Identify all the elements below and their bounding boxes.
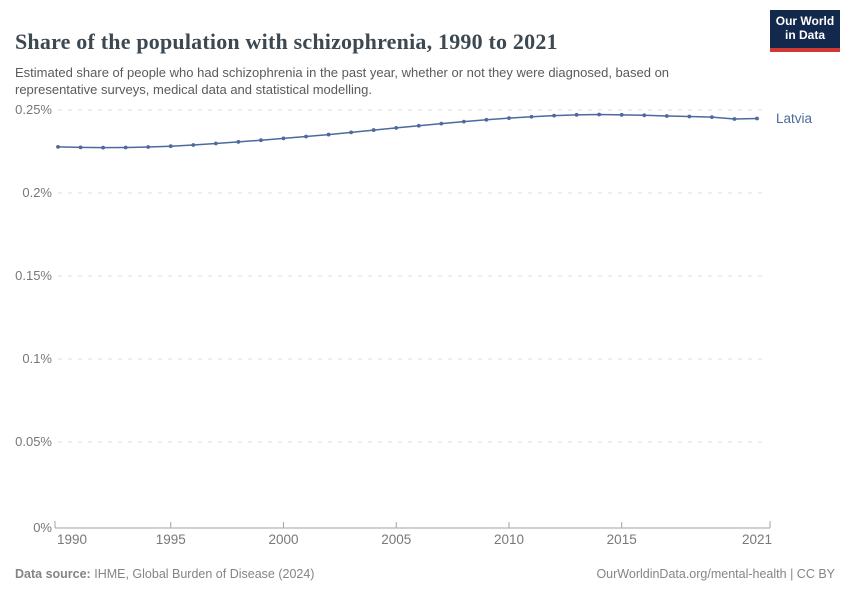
y-tick-label: 0%	[33, 520, 52, 535]
data-point	[619, 112, 624, 117]
data-point	[236, 139, 241, 144]
x-tick-label: 2015	[607, 532, 637, 547]
data-point	[529, 114, 534, 119]
data-point	[304, 134, 308, 139]
x-tick-label: 2000	[268, 532, 298, 547]
data-point	[416, 123, 421, 128]
y-tick-label: 0.15%	[15, 268, 52, 283]
owid-logo-line1: Our World	[775, 14, 835, 29]
footer-credits: OurWorldinData.org/mental-health | CC BY	[596, 567, 835, 581]
data-point	[687, 114, 692, 119]
data-point	[326, 132, 331, 137]
y-tick-label: 0.25%	[15, 102, 52, 117]
data-point	[191, 143, 196, 147]
data-point	[281, 136, 286, 141]
data-point	[213, 141, 218, 146]
data-point	[371, 128, 376, 132]
footer-link[interactable]: OurWorldinData.org/mental-health	[596, 567, 787, 581]
data-point	[439, 121, 444, 126]
data-point	[461, 119, 466, 124]
data-point	[484, 117, 489, 122]
x-tick-label: 2010	[494, 532, 524, 547]
data-point	[755, 116, 759, 121]
data-point	[123, 145, 128, 150]
data-point	[732, 117, 737, 121]
x-tick-label: 1990	[57, 532, 87, 547]
page-subtitle: Estimated share of people who had schizo…	[15, 65, 670, 97]
x-tick-label: 2021	[742, 532, 772, 547]
data-point	[552, 113, 556, 118]
data-point	[642, 113, 647, 118]
data-point	[664, 114, 669, 118]
data-point	[101, 145, 105, 150]
data-point	[574, 112, 579, 117]
data-point	[349, 130, 354, 135]
y-tick-label: 0.2%	[22, 185, 52, 200]
x-tick-label: 1995	[156, 532, 186, 547]
data-point	[710, 115, 714, 120]
y-tick-label: 0.1%	[22, 351, 52, 366]
data-source: Data source: IHME, Global Burden of Dise…	[15, 567, 314, 581]
data-point	[56, 144, 60, 149]
data-line	[57, 113, 758, 149]
footer-license: | CC BY	[790, 567, 835, 581]
data-point	[394, 126, 399, 130]
y-tick-label: 0.05%	[15, 434, 52, 449]
data-point	[78, 145, 83, 150]
data-point	[146, 145, 151, 149]
x-tick-label: 2005	[381, 532, 411, 547]
data-point	[597, 112, 602, 117]
page-title: Share of the population with schizophren…	[15, 28, 558, 54]
owid-logo-line2: in Data	[784, 28, 825, 42]
data-point	[168, 144, 173, 149]
chart-footer: Data source: IHME, Global Burden of Dise…	[15, 567, 835, 581]
data-point	[259, 138, 263, 143]
data-source-label: Data source:	[15, 567, 91, 581]
data-point	[507, 116, 511, 121]
entity-label[interactable]: Latvia	[776, 111, 813, 126]
data-source-value: IHME, Global Burden of Disease (2024)	[94, 567, 315, 581]
owid-logo[interactable]: Our World in Data	[770, 10, 840, 52]
